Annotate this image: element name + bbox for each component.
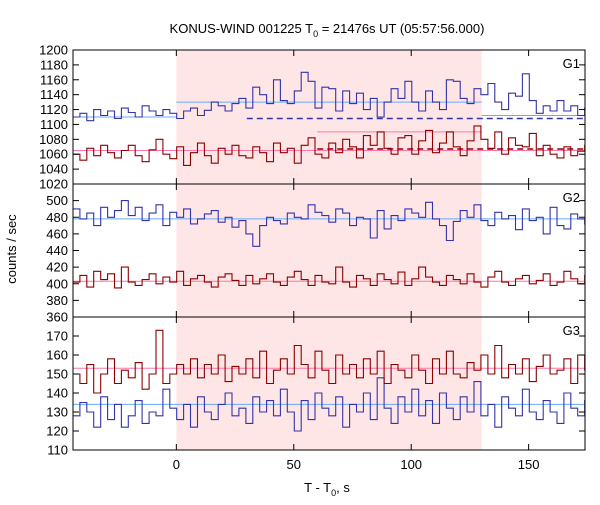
panel-data <box>73 200 585 289</box>
y-tick-label: 500 <box>46 193 68 208</box>
panel-label: G2 <box>563 190 580 205</box>
chart-title: KONUS-WIND 001225 T0 = 21476s UT (05:57:… <box>170 21 485 39</box>
y-tick-label: 160 <box>46 348 68 363</box>
shaded-interval <box>176 50 482 184</box>
y-tick-label: 1040 <box>39 162 68 177</box>
panel-data <box>73 329 585 432</box>
series-blue-line <box>73 377 585 432</box>
panel-data <box>73 71 585 166</box>
y-tick-label: 360 <box>46 310 68 325</box>
y-tick-label: 460 <box>46 226 68 241</box>
panel-frame <box>72 316 586 451</box>
x-axis-label-subscript: 0 <box>331 488 336 498</box>
x-axis-label: T - T0, s <box>304 480 350 498</box>
y-tick-label: 1140 <box>40 87 68 102</box>
shaded-interval <box>176 184 482 317</box>
y-tick-label: 1160 <box>40 72 68 87</box>
panels: 1020104010601080110011201140116011801200… <box>39 43 586 472</box>
series-blue-line <box>73 71 585 122</box>
y-tick-label: 380 <box>46 293 68 308</box>
y-axis-label: counts / sec <box>4 214 19 284</box>
y-tick-label: 1200 <box>39 43 68 58</box>
y-tick-label: 420 <box>46 260 68 275</box>
chart-title-subscript: 0 <box>313 29 318 39</box>
y-tick-label: 1020 <box>39 177 68 192</box>
series-blue-line <box>73 200 585 247</box>
series-red-line <box>73 266 585 289</box>
y-tick-label: 1100 <box>40 117 68 132</box>
series-red-line <box>73 125 585 166</box>
panel-g1: 1020104010601080110011201140116011801200… <box>39 43 586 192</box>
panel-label: G3 <box>563 323 580 338</box>
y-tick-label: 140 <box>46 386 68 401</box>
x-axis-label-prefix: T - T <box>304 480 331 495</box>
y-tick-label: 1180 <box>40 57 68 72</box>
y-tick-label: 120 <box>46 424 68 439</box>
x-axis-label-suffix: , s <box>336 480 350 495</box>
chart-title-prefix: KONUS-WIND 001225 T <box>170 21 314 36</box>
x-tick-label: 50 <box>287 457 301 472</box>
y-tick-label: 130 <box>46 405 68 420</box>
y-tick-label: 440 <box>46 243 68 258</box>
y-tick-label: 1080 <box>39 132 68 147</box>
y-tick-label: 1060 <box>39 147 68 162</box>
y-tick-label: 1120 <box>40 102 68 117</box>
y-tick-label: 480 <box>46 210 68 225</box>
panel-label: G1 <box>563 56 580 71</box>
chart-title-suffix: = 21476s UT (05:57:56.000) <box>318 21 484 36</box>
y-tick-label: 150 <box>46 367 68 382</box>
panel-g3: 110 120 130 140 150 160 170 G3 <box>46 316 586 458</box>
x-tick-label: 150 <box>518 457 540 472</box>
x-tick-label: 100 <box>400 457 422 472</box>
y-tick-label: 170 <box>46 329 68 344</box>
y-tick-label: 400 <box>46 276 68 291</box>
y-tick-label: 110 <box>47 443 68 458</box>
series-red-line <box>73 329 585 394</box>
x-tick-label: 0 <box>173 457 180 472</box>
